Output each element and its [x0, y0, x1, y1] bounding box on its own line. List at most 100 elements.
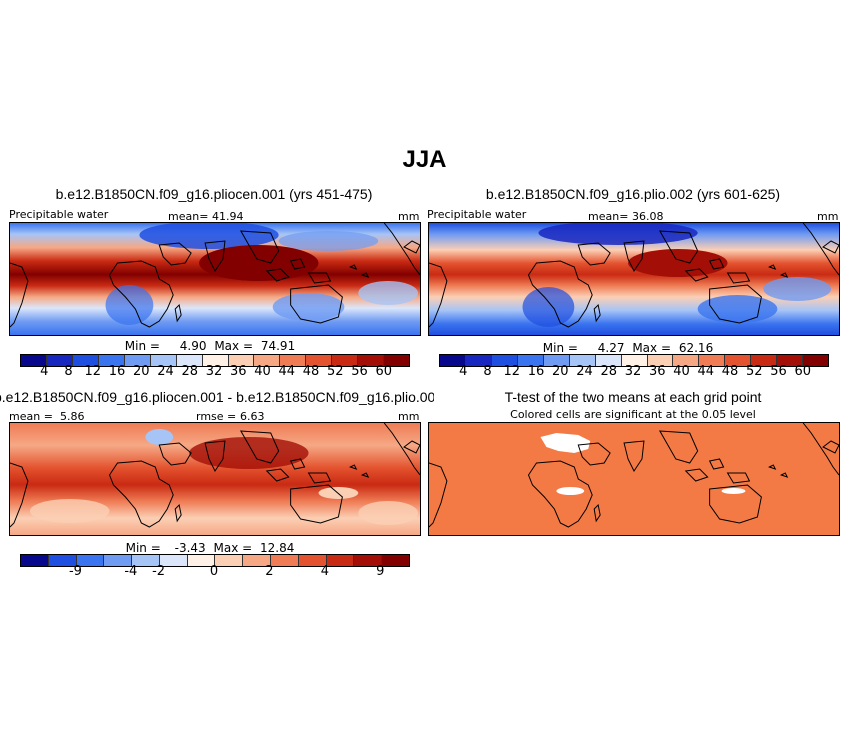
colorbar-swatch: [595, 355, 622, 366]
panel2-colorbar-ticks: 4 8 12 16 20 24 28 32 36 40 44 48 52 56 60: [439, 364, 827, 380]
colorbar-tick-label: 40: [673, 364, 690, 379]
colorbar-tick-label: -2: [152, 564, 166, 579]
panel1-colorbar-ticks: 4 8 12 16 20 24 28 32 36 40 44 48 52 56 60: [20, 364, 408, 380]
colorbar-swatch: [569, 355, 596, 366]
panel1-title: b.e12.B1850CN.f09_g16.pliocen.001 (yrs 4…: [55, 186, 373, 202]
colorbar-swatch: [124, 355, 151, 366]
panel3-rmse-label: rmse =: [196, 410, 237, 423]
panel3-minmax: Min = -3.43 Max = 12.84: [110, 541, 310, 555]
panel1-minmax: Min = 4.90 Max = 74.91: [110, 339, 310, 353]
panel2-min-value: 4.27: [597, 341, 625, 355]
colorbar-tick-label: 36: [648, 364, 666, 379]
colorbar-tick-label: 56: [770, 364, 787, 379]
colorbar-swatch: [132, 555, 160, 566]
colorbar-swatch: [104, 555, 133, 566]
panel2-max-label: Max =: [632, 341, 672, 355]
colorbar-tick-label: -4: [124, 564, 138, 579]
panel1-min-label: Min =: [124, 339, 160, 353]
panel2-mean-label: mean=: [588, 210, 629, 223]
colorbar-swatch: [326, 555, 355, 566]
colorbar-tick-label: 4: [40, 364, 49, 379]
colorbar-tick-label: 9: [376, 564, 385, 579]
colorbar-tick-label: 24: [576, 364, 593, 379]
colorbar-tick-label: 56: [351, 364, 368, 379]
colorbar-tick-label: 60: [375, 364, 393, 379]
colorbar-tick-label: 32: [205, 364, 223, 379]
colorbar-swatch: [48, 555, 77, 566]
colorbar-swatch: [332, 355, 359, 366]
panel1-units: mm: [398, 210, 420, 223]
panel3-mean-value: 5.86: [60, 410, 85, 423]
colorbar-tick-label: 4: [459, 364, 468, 379]
panel3-mean-label: mean =: [9, 410, 53, 423]
colorbar-tick-label: 48: [302, 364, 320, 379]
panel3-max-label: Max =: [213, 541, 253, 555]
colorbar-tick-label: 0: [209, 564, 219, 579]
colorbar-tick-label: 32: [624, 364, 642, 379]
colorbar-tick-label: 4: [320, 564, 329, 579]
colorbar-swatch: [803, 355, 829, 366]
colorbar-swatch: [21, 355, 47, 366]
colorbar-swatch: [176, 355, 203, 366]
colorbar-swatch: [72, 355, 99, 366]
colorbar-swatch: [440, 355, 466, 366]
panel3-colorbar-ticks: -9 -4 -2 0 2 4 9: [20, 564, 408, 580]
figure-title: JJA: [402, 146, 447, 173]
colorbar-swatch: [725, 355, 752, 366]
colorbar-swatch: [76, 555, 105, 566]
colorbar-swatch: [150, 355, 177, 366]
panel2-min-label: Min =: [542, 341, 578, 355]
colorbar-swatch: [751, 355, 778, 366]
panel2-colorbar: [439, 354, 829, 367]
panel2-minmax: Min = 4.27 Max = 62.16: [528, 341, 728, 355]
colorbar-tick-label: -9: [68, 564, 82, 579]
panel2-variable-label: Precipitable water: [427, 208, 527, 221]
colorbar-swatch: [228, 355, 255, 366]
colorbar-swatch: [159, 555, 188, 566]
colorbar-tick-label: 12: [84, 364, 102, 379]
panel2-title: b.e12.B1850CN.f09_g16.plio.002 (yrs 601-…: [485, 186, 781, 202]
panel3-map: [9, 422, 421, 536]
panel2-max-value: 62.16: [678, 341, 714, 355]
colorbar-swatch: [271, 555, 299, 566]
colorbar-swatch: [202, 355, 229, 366]
colorbar-tick-label: 16: [527, 364, 545, 379]
colorbar-tick-label: 16: [108, 364, 126, 379]
colorbar-swatch: [243, 555, 272, 566]
colorbar-tick-label: 40: [254, 364, 271, 379]
colorbar-tick-label: 44: [278, 364, 296, 379]
colorbar-swatch: [254, 355, 281, 366]
colorbar-swatch: [777, 355, 804, 366]
panel3-title: b.e12.B1850CN.f09_g16.pliocen.001 - b.e1…: [0, 389, 434, 405]
colorbar-swatch: [46, 355, 73, 366]
colorbar-swatch: [465, 355, 492, 366]
colorbar-tick-label: 2: [265, 564, 274, 579]
colorbar-swatch: [306, 355, 333, 366]
panel4-title: T-test of the two means at each grid poi…: [504, 389, 762, 405]
colorbar-tick-label: 52: [745, 364, 763, 379]
panel2-map: [428, 222, 840, 336]
panel3-units: mm: [398, 410, 420, 423]
panel1-max-value: 74.91: [260, 339, 296, 353]
colorbar-tick-label: 24: [157, 364, 174, 379]
panel3-colorbar: [20, 554, 410, 567]
colorbar-tick-label: 8: [483, 364, 492, 379]
colorbar-swatch: [621, 355, 648, 366]
panel4-map: [428, 422, 840, 536]
colorbar-swatch: [382, 555, 409, 566]
panel1-map: [9, 222, 421, 336]
panel3-min-value: -3.43: [174, 541, 206, 555]
colorbar-tick-label: 36: [229, 364, 247, 379]
panel3-min-label: Min =: [125, 541, 161, 555]
colorbar-tick-label: 20: [132, 364, 150, 379]
colorbar-tick-label: 28: [600, 364, 618, 379]
panel1-colorbar: [20, 354, 410, 367]
panel2-mean-value: 36.08: [632, 210, 664, 223]
colorbar-swatch: [98, 355, 125, 366]
panel1-min-value: 4.90: [179, 339, 207, 353]
colorbar-tick-label: 44: [697, 364, 715, 379]
colorbar-swatch: [298, 555, 327, 566]
colorbar-tick-label: 52: [326, 364, 344, 379]
colorbar-swatch: [673, 355, 700, 366]
colorbar-tick-label: 48: [721, 364, 739, 379]
